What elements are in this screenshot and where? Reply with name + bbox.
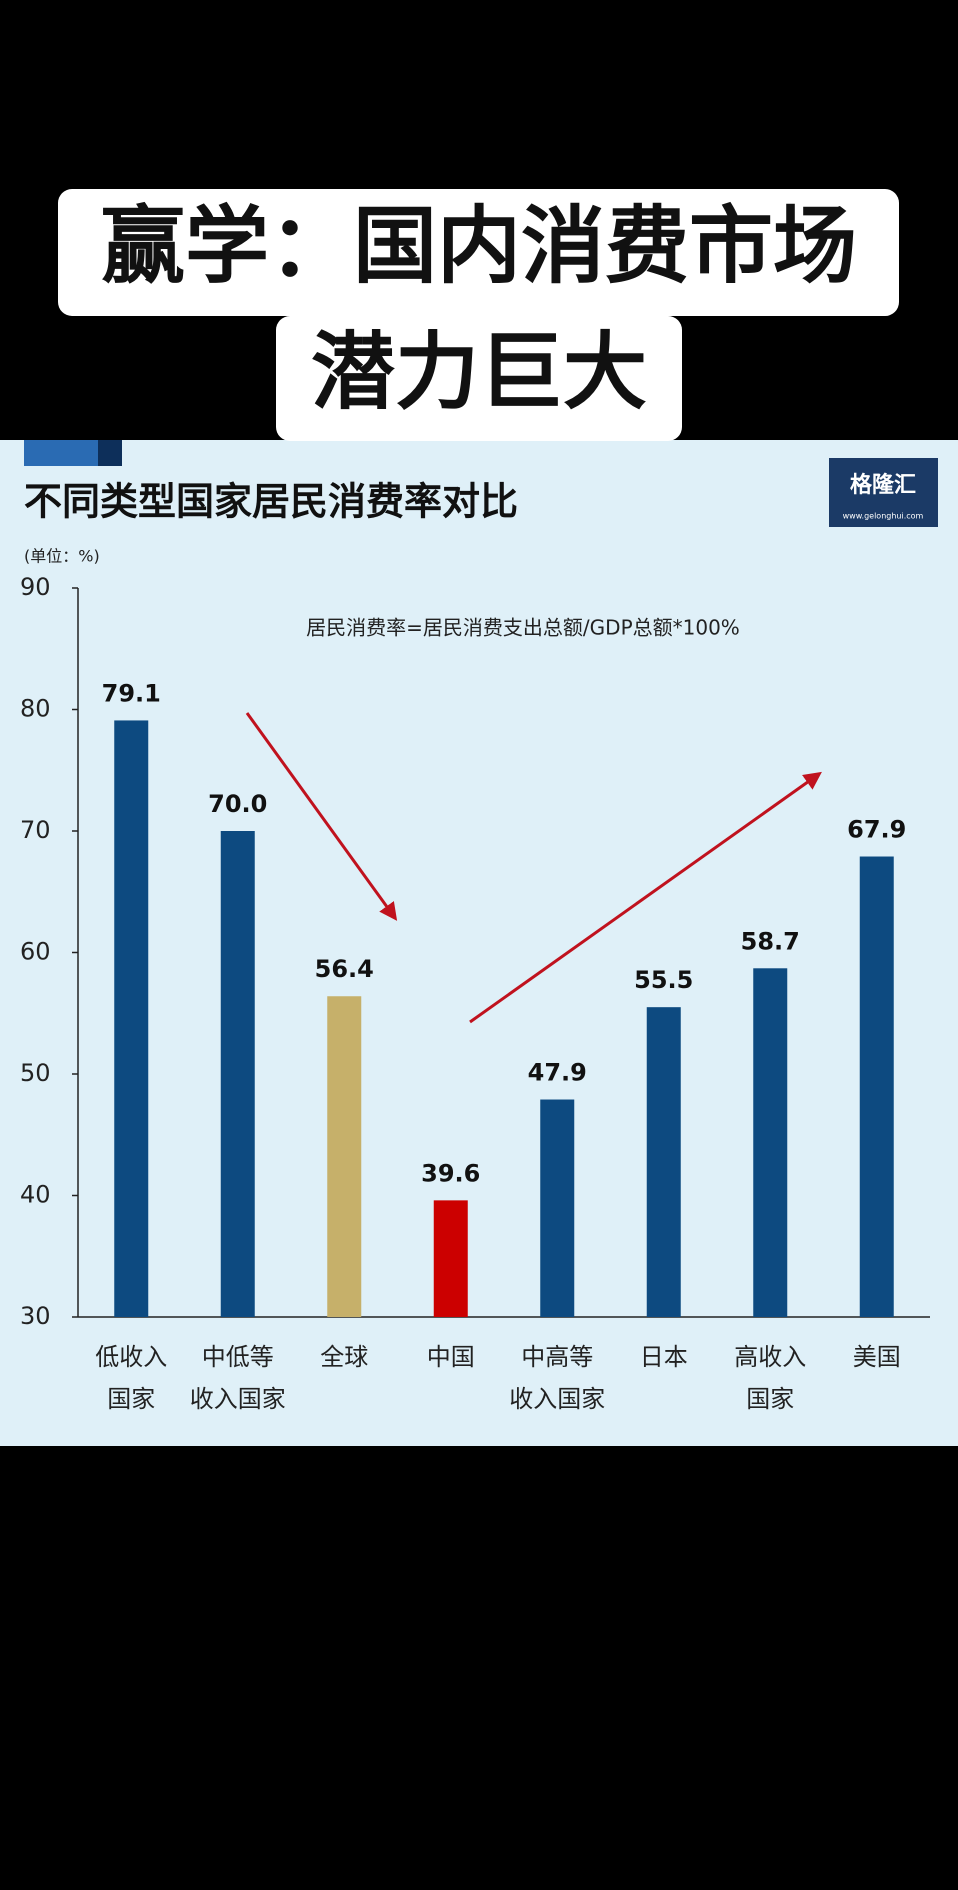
chart-background	[0, 440, 958, 1446]
x-tick-label: 全球	[320, 1343, 369, 1371]
unit-label: (单位：%)	[24, 547, 100, 566]
annotation: 居民消费率=居民消费支出总额/GDP总额*100%	[306, 616, 740, 640]
value-label: 58.7	[741, 927, 800, 955]
x-tick-label: 美国	[852, 1343, 901, 1371]
y-tick-label: 60	[20, 938, 51, 966]
logo-url: www.gelonghui.com	[843, 512, 924, 521]
x-tick-label: 日本	[639, 1343, 688, 1371]
corner-tab	[98, 440, 122, 466]
bar	[433, 1200, 468, 1317]
y-tick-label: 90	[20, 573, 51, 601]
headline-box	[58, 189, 899, 316]
x-tick-label: 中高等 收入国家	[509, 1343, 606, 1413]
trend-arrow	[245, 712, 398, 921]
bar	[646, 1007, 681, 1317]
headline: 赢学：国内消费市场	[101, 197, 857, 295]
logo-box	[829, 458, 938, 527]
x-tick-label: 低收入 国家	[95, 1343, 168, 1413]
y-tick-label: 30	[20, 1302, 51, 1330]
logo-name: 格隆汇	[850, 472, 916, 498]
bar	[114, 720, 149, 1317]
bar	[327, 996, 362, 1317]
x-tick-label: 高收入 国家	[734, 1343, 807, 1413]
value-label: 55.5	[634, 966, 693, 994]
x-tick-label: 中低等 收入国家	[189, 1343, 286, 1413]
value-label: 56.4	[315, 955, 374, 983]
value-label: 79.1	[102, 679, 161, 707]
y-tick-label: 80	[20, 695, 51, 723]
bar	[540, 1099, 575, 1317]
chart-title: 不同类型国家居民消费率对比	[24, 480, 518, 524]
trend-arrow	[469, 771, 822, 1024]
bar	[753, 968, 788, 1317]
value-label: 67.9	[847, 816, 906, 844]
bar	[220, 831, 255, 1317]
y-tick-label: 40	[20, 1181, 51, 1209]
y-tick-label: 70	[20, 816, 51, 844]
value-label: 70.0	[208, 790, 267, 818]
value-label: 47.9	[528, 1059, 587, 1087]
corner-tab	[24, 440, 98, 466]
headline: 潜力巨大	[311, 323, 647, 421]
bar	[859, 856, 894, 1317]
value-label: 39.6	[421, 1159, 480, 1187]
x-tick-label: 中国	[426, 1343, 475, 1371]
headline-box	[276, 316, 682, 441]
y-tick-label: 50	[20, 1059, 51, 1087]
